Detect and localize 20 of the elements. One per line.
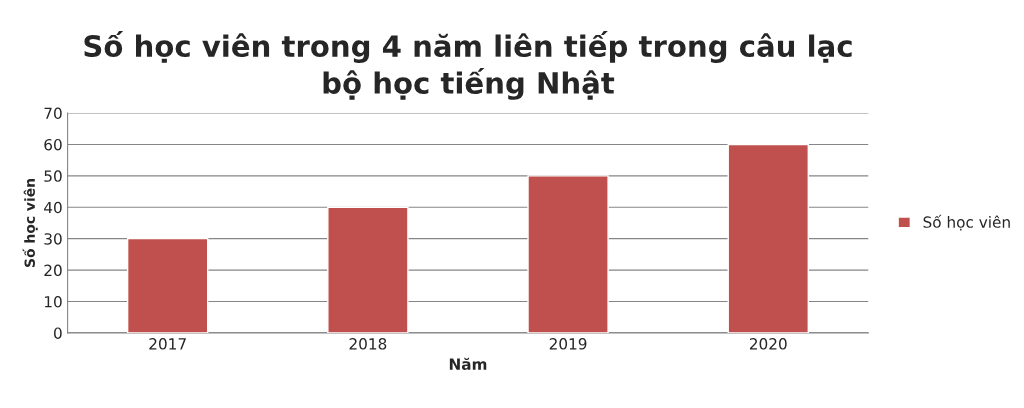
chart-title: Số học viên trong 4 năm liên tiếp trong câu lạc bộ học tiếng Nhật xyxy=(84,31,852,100)
x-axis-title: Năm xyxy=(449,357,487,370)
bar xyxy=(727,143,809,333)
y-tick-label: 30 xyxy=(44,233,62,245)
y-tick-label: 60 xyxy=(44,138,62,151)
y-tick-label: 40 xyxy=(44,201,62,214)
x-tick-label: 2019 xyxy=(549,338,587,350)
y-tick-label: 70 xyxy=(44,107,62,120)
y-tick-label: 0 xyxy=(54,327,62,339)
y-tick-label: 20 xyxy=(44,264,62,277)
y-axis-title: Số học viên xyxy=(22,179,38,267)
x-tick-label: 2020 xyxy=(749,338,787,350)
legend-label: Số học viên xyxy=(923,214,1010,231)
y-tick-label: 50 xyxy=(44,170,62,182)
y-tick-label: 10 xyxy=(44,295,62,308)
x-tick-label: 2017 xyxy=(149,338,186,350)
bar xyxy=(527,175,609,333)
bar xyxy=(126,237,209,333)
bar xyxy=(327,206,409,333)
x-tick-label: 2018 xyxy=(349,338,387,350)
